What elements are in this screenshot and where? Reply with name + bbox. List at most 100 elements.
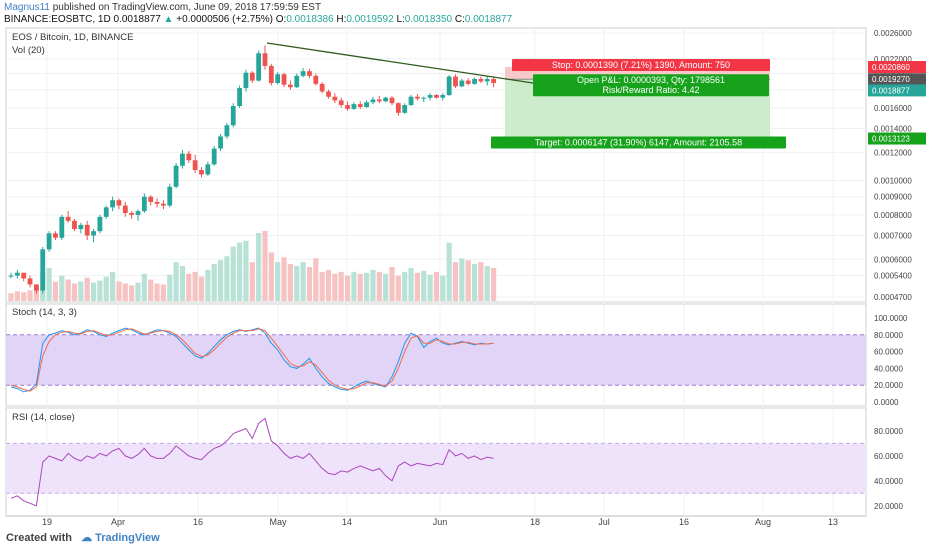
price-tick-label: 0.0022000	[874, 55, 912, 64]
candle-body	[281, 74, 287, 85]
volume-panel-title: Vol (20)	[12, 45, 45, 56]
candle-body	[103, 207, 109, 217]
time-tick-label: 16	[193, 517, 203, 527]
candle-body	[459, 80, 465, 87]
candle-body	[472, 78, 477, 84]
volume-bar	[71, 283, 78, 301]
candle-body	[205, 164, 211, 175]
price-tick-label: 0.0006000	[874, 255, 912, 264]
open-label: O:	[275, 14, 287, 25]
volume-bar	[249, 262, 255, 301]
volume-bar	[395, 275, 401, 301]
time-tick-label: Jul	[598, 517, 610, 527]
volume-bar	[313, 258, 319, 301]
volume-bar	[116, 281, 122, 301]
candle-body	[427, 94, 433, 98]
candle-body	[465, 80, 471, 84]
candle-body	[319, 83, 325, 92]
price-tick-label: 0.0014000	[874, 125, 912, 134]
volume-bar	[103, 276, 109, 301]
volume-bar	[306, 266, 313, 301]
time-tick-label: 16	[679, 517, 689, 527]
candle-body	[34, 284, 39, 291]
candle-body	[84, 224, 90, 236]
candle-body	[345, 105, 350, 109]
stoch-tick-label: 0.0000	[874, 398, 899, 407]
candle-body	[65, 216, 71, 221]
candle-body	[395, 103, 401, 113]
stop-label-box	[512, 58, 770, 71]
main-panel-title: EOS / Bitcoin, 1D, BINANCE	[12, 32, 134, 43]
volume-bar	[230, 246, 236, 301]
candle-body	[300, 71, 306, 76]
candle-body	[446, 76, 452, 95]
volume-bar	[421, 270, 427, 301]
price-tag-stop	[868, 60, 926, 73]
volume-bar	[268, 252, 274, 301]
candle-body	[383, 97, 389, 102]
candle-body	[72, 220, 77, 230]
volume-bar	[97, 280, 103, 301]
candle-body	[224, 125, 230, 137]
candle-body	[141, 196, 147, 212]
candle-body	[180, 153, 185, 166]
overlays: Stop: 0.0001390 (7.21%) 1390, Amount: 75…	[266, 42, 786, 149]
price-tick-label: 0.0026000	[874, 29, 912, 38]
candle-body	[27, 278, 33, 285]
indicator-bands	[6, 334, 866, 494]
candle-body	[8, 275, 14, 277]
candle-body	[275, 74, 281, 84]
price-tick-label: 0.0016000	[874, 104, 912, 113]
volume-bar	[21, 292, 27, 301]
volume-bar	[376, 271, 382, 301]
price-tick-label: 0.0007000	[874, 232, 912, 241]
main-panel-frame	[5, 27, 867, 303]
candle-body	[402, 105, 408, 113]
tradingview-logo[interactable]: ☁ TradingView	[81, 532, 160, 544]
low-label: L:	[396, 14, 405, 25]
price-tag-last	[868, 84, 926, 97]
volume-bar	[478, 262, 484, 301]
indicator-lines	[10, 327, 494, 507]
stoch-line-1	[10, 328, 494, 392]
price-tag-text: 0.0020860	[872, 63, 910, 72]
candle-body	[256, 53, 262, 81]
volume-bar	[52, 281, 59, 301]
author-link[interactable]: Magnus11	[4, 2, 50, 13]
candle-body	[268, 65, 274, 84]
volume-bar	[135, 282, 141, 301]
volume-bar	[179, 266, 186, 301]
candle-body	[154, 201, 160, 204]
rsi-tick-label: 40.0000	[874, 477, 903, 486]
volume-bar	[59, 275, 65, 301]
candle-body	[338, 100, 344, 106]
stoch-tick-label: 80.0000	[874, 331, 903, 340]
rsi-tick-label: 20.0000	[874, 502, 903, 511]
candle-body	[364, 102, 369, 107]
volume-bar	[351, 271, 357, 301]
volume-bars	[8, 231, 497, 301]
last-price: 0.0018877	[113, 14, 161, 25]
volume-bar	[440, 275, 446, 301]
volume-bar	[383, 273, 389, 301]
volume-bar	[14, 291, 20, 301]
change-value: +0.0000506 (+2.75%)	[176, 14, 273, 25]
volume-bar	[446, 242, 452, 301]
trend-line	[266, 42, 534, 84]
candle-body	[357, 104, 363, 107]
volume-bar	[27, 290, 33, 301]
stoch-tick-label: 60.0000	[874, 348, 903, 357]
volume-bar	[186, 273, 192, 301]
volume-bar	[237, 242, 243, 301]
target-label-text: Target: 0.0006147 (31.90%) 6147, Amount:…	[535, 138, 742, 148]
stoch-band	[6, 334, 866, 386]
time-tick-label: 18	[530, 517, 540, 527]
candle-body	[288, 84, 293, 88]
stoch-tick-label: 20.0000	[874, 381, 903, 390]
price-tick-label: 0.0012000	[874, 148, 912, 157]
header-line-1: Magnus11 published on TradingView.com, J…	[4, 2, 321, 14]
volume-bar	[459, 258, 465, 301]
up-arrow-icon: ▲	[163, 14, 174, 25]
stoch-tick-label: 100.0000	[874, 314, 908, 323]
